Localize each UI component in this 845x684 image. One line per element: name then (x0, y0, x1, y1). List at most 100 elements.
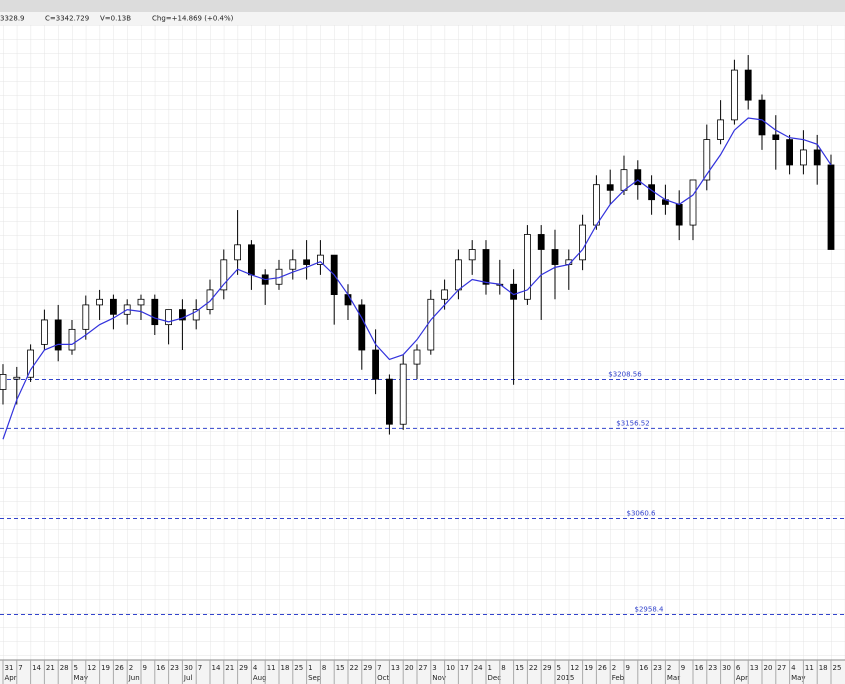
candle-body (772, 134, 780, 141)
candle-body (110, 298, 117, 315)
x-tick-label: 23 (653, 664, 662, 672)
info-text: 3328.9 (0, 15, 25, 23)
candle-body (165, 309, 173, 326)
x-tick-label: 11 (805, 664, 814, 672)
candle-body (413, 349, 421, 365)
candle-body (427, 298, 435, 351)
candle-body (551, 249, 559, 265)
candle-body (192, 309, 200, 321)
candle-body (634, 169, 642, 186)
candle-body (731, 69, 738, 121)
x-tick-label: 17 (460, 664, 469, 672)
month-label: Jun (128, 674, 140, 682)
candle-body (316, 254, 324, 265)
candle-body (786, 139, 793, 166)
x-tick-label: 1 (488, 664, 492, 672)
candle-body (13, 376, 21, 380)
info-text: Chg=+14.869 (+0.4%) (152, 15, 234, 23)
candle-body (579, 224, 586, 261)
x-tick-label: 20 (764, 664, 773, 672)
month-label: Mar (667, 674, 680, 682)
month-label: Nov (432, 674, 446, 682)
x-tick-label: 19 (584, 664, 593, 672)
x-tick-label: 23 (708, 664, 717, 672)
candle-body (178, 309, 186, 321)
candle-body (689, 179, 697, 226)
x-tick-label: 12 (87, 664, 96, 672)
month-label: Dec (488, 674, 502, 682)
level-label: $3156.52 (616, 419, 649, 427)
candle-body (510, 283, 518, 300)
x-tick-label: 29 (543, 664, 552, 672)
moving-average-line (2, 117, 832, 440)
x-tick-label: 15 (336, 664, 345, 672)
candle-body (620, 169, 628, 191)
x-tick-label: 22 (350, 664, 359, 672)
x-tick-label: 21 (225, 664, 234, 672)
title-bar (0, 0, 845, 12)
candle-body (744, 69, 752, 101)
month-label: Apr (5, 674, 17, 682)
level-label: $3060.6 (627, 510, 656, 518)
x-tick-label: 29 (363, 664, 372, 672)
candle-body (537, 234, 545, 250)
info-bar (0, 12, 845, 25)
x-tick-label: 13 (391, 664, 400, 672)
month-label: Jul (183, 674, 193, 682)
level-label: $2958.4 (635, 606, 664, 614)
candle-body (96, 298, 103, 306)
x-tick-label: 28 (60, 664, 69, 672)
candle-body (0, 374, 7, 390)
month-label: May (74, 674, 88, 682)
candle-body (385, 378, 393, 425)
x-tick-label: 6 (736, 664, 741, 672)
candle-body (813, 149, 821, 166)
candle-body (482, 249, 490, 285)
month-label: 2015 (557, 674, 575, 682)
candle-body (68, 328, 76, 351)
candle-body (606, 184, 614, 191)
x-tick-label: 21 (46, 664, 55, 672)
x-tick-label: 5 (74, 664, 78, 672)
candle-body (289, 259, 297, 270)
x-tick-label: 9 (143, 664, 147, 672)
candle-body (137, 298, 145, 306)
candle-body (344, 294, 352, 306)
candle-body (303, 259, 311, 265)
x-tick-label: 20 (405, 664, 414, 672)
candle-body (593, 184, 600, 226)
x-tick-label: 11 (267, 664, 276, 672)
candle-body (441, 289, 449, 300)
level-label: $3208.56 (608, 371, 642, 379)
x-tick-label: 26 (598, 664, 607, 672)
x-tick-label: 2 (129, 664, 133, 672)
info-text: C=3342.729 (45, 15, 89, 23)
month-label: Oct (377, 674, 389, 682)
x-tick-label: 18 (819, 664, 828, 672)
x-tick-label: 3 (432, 664, 436, 672)
x-tick-label: 7 (377, 664, 381, 672)
x-tick-label: 15 (515, 664, 524, 672)
x-tick-label: 12 (570, 664, 579, 672)
x-tick-label: 19 (101, 664, 110, 672)
candle-body (399, 363, 407, 425)
x-tick-label: 8 (322, 664, 326, 672)
candle-body (82, 304, 90, 330)
x-tick-label: 24 (474, 664, 483, 672)
x-tick-label: 30 (184, 664, 193, 672)
month-label: Sep (308, 674, 322, 682)
candle-body (675, 204, 683, 226)
x-tick-label: 2 (612, 664, 616, 672)
info-text: V=0.13B (100, 15, 131, 23)
x-tick-label: 7 (198, 664, 202, 672)
x-tick-label: 23 (170, 664, 179, 672)
candle-body (468, 249, 476, 261)
candle-body (800, 149, 807, 166)
x-tick-label: 9 (681, 664, 685, 672)
x-tick-label: 14 (212, 664, 221, 672)
x-tick-label: 16 (695, 664, 704, 672)
x-tick-label: 25 (833, 664, 842, 672)
x-tick-label: 16 (639, 664, 648, 672)
